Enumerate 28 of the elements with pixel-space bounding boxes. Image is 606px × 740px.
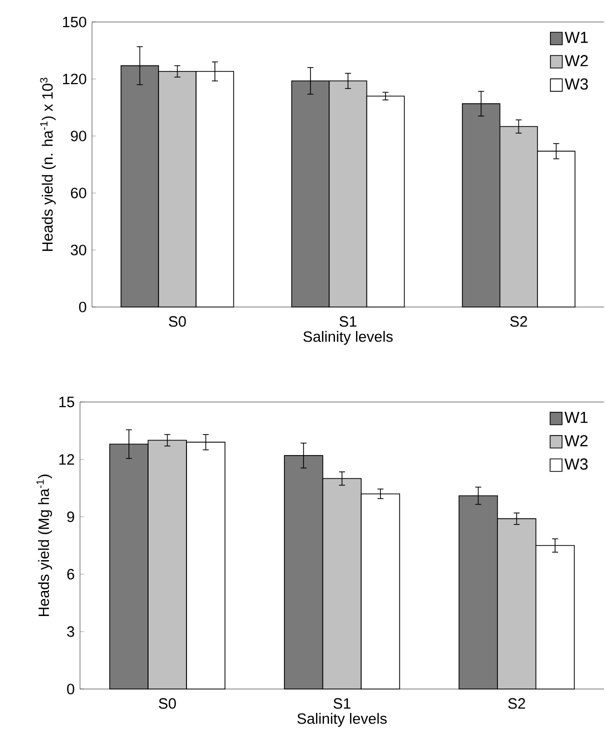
legend-label: W3 <box>564 458 588 470</box>
y-axis-title: Heads yield (n. ha$^{-1}$) x 10$^{3}$ <box>40 78 56 251</box>
x-axis-title: Salinity levels <box>303 330 393 345</box>
y-tick-label: 60 <box>70 188 86 198</box>
y-tick-label: 15 <box>59 396 74 408</box>
y-tick-label: 120 <box>63 74 86 84</box>
y-tick-label: 30 <box>70 244 86 256</box>
legend-label: W2 <box>564 435 588 446</box>
y-tick-label: 0 <box>67 684 74 694</box>
legend-label: W1 <box>564 32 588 43</box>
legend-label: W3 <box>564 78 588 90</box>
y-tick-label: 90 <box>70 130 86 142</box>
y-tick-label: 6 <box>67 568 74 580</box>
legend-label: W1 <box>564 412 588 423</box>
x-tick-label: S0 <box>158 698 176 709</box>
x-tick-label: S0 <box>168 316 186 327</box>
y-tick-label: 150 <box>63 16 86 28</box>
y-tick-label: 3 <box>67 626 74 637</box>
x-tick-label: S2 <box>508 698 526 709</box>
x-tick-label: S1 <box>334 698 350 709</box>
y-axis-title: Heads yield (Mg ha$^{-1}$) <box>36 474 52 616</box>
x-tick-label: S2 <box>510 316 528 327</box>
y-tick-label: 12 <box>59 454 74 465</box>
y-tick-label: 9 <box>67 512 74 522</box>
x-tick-label: S1 <box>340 316 356 327</box>
y-tick-label: 0 <box>79 302 86 312</box>
x-axis-title: Salinity levels <box>297 712 387 727</box>
legend-label: W2 <box>564 55 588 66</box>
